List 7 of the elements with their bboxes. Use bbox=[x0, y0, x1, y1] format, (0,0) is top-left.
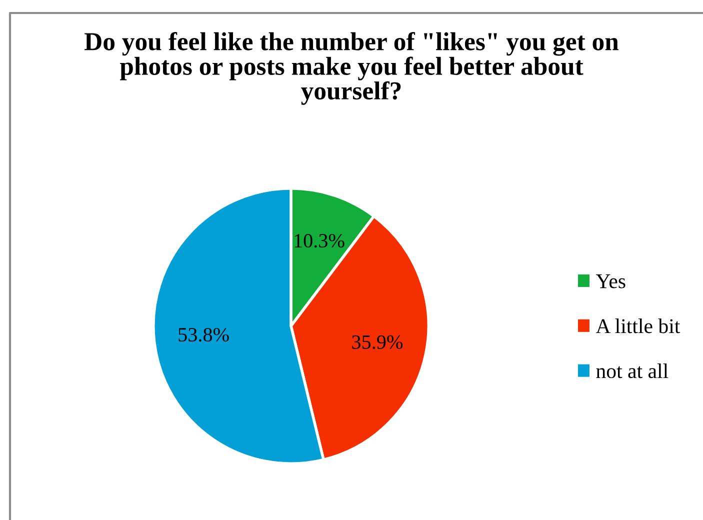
legend-label: Yes bbox=[596, 274, 626, 288]
data-label: 35.9% bbox=[352, 335, 403, 349]
chart-title: Do you feel like the number of "likes" you get on photos or posts make you feel better about yourself? bbox=[84, 32, 619, 105]
legend-label: not at all bbox=[596, 363, 668, 378]
data-label: 53.8% bbox=[178, 328, 229, 342]
legend-label: A little bit bbox=[596, 318, 680, 334]
data-label: 10.3% bbox=[294, 234, 344, 248]
